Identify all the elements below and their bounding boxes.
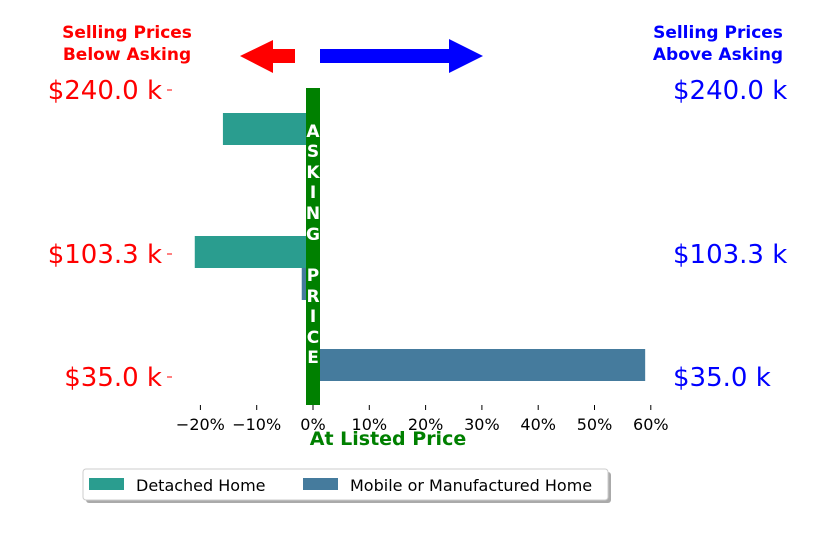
- legend-label-mobile: Mobile or Manufactured Home: [350, 476, 592, 495]
- legend-swatch-detached: [89, 478, 124, 490]
- right-arrow-icon: [320, 39, 483, 73]
- x-tick-label: −10%: [232, 415, 281, 434]
- x-tick-label: 10%: [352, 415, 388, 434]
- asking-label-letter: R: [306, 287, 319, 307]
- asking-label-letter: E: [307, 348, 319, 368]
- y-label-left: $35.0 k: [64, 363, 162, 393]
- legend-swatch-mobile: [303, 478, 338, 490]
- header-above-asking-line2: Above Asking: [653, 45, 783, 65]
- x-axis-title: At Listed Price: [310, 428, 466, 450]
- asking-label-letter: A: [306, 122, 320, 142]
- x-tick-label: 50%: [577, 415, 613, 434]
- y-label-right: $35.0 k: [673, 363, 771, 393]
- asking-label-letter: G: [306, 225, 320, 245]
- asking-label-letter: P: [307, 266, 319, 286]
- y-label-left: $103.3 k: [48, 240, 162, 270]
- asking-label-letter: S: [307, 142, 319, 162]
- bar-detached-0: [222, 113, 313, 145]
- x-tick-label: 40%: [520, 415, 556, 434]
- x-tick-label: 60%: [633, 415, 669, 434]
- y-label-right: $240.0 k: [673, 76, 787, 106]
- y-axis-labels: $240.0 k $240.0 k $103.3 k $103.3 k $35.0 k $…: [48, 76, 788, 393]
- bar-detached-1: [194, 236, 313, 268]
- y-label-right: $103.3 k: [673, 240, 787, 270]
- asking-label-letter: N: [306, 204, 320, 224]
- header-above-asking-line1: Selling Prices: [653, 23, 783, 43]
- asking-price-band: [306, 88, 320, 405]
- legend: Detached Home Mobile or Manufactured Hom…: [82, 468, 611, 503]
- bar-mobile-2: [313, 349, 646, 381]
- legend-label-detached: Detached Home: [136, 476, 266, 495]
- x-tick-label: 20%: [408, 415, 444, 434]
- left-arrow-icon: [240, 40, 295, 73]
- asking-label-letter: K: [306, 163, 320, 183]
- bars-layer: [194, 113, 646, 381]
- asking-label-letter: I: [310, 307, 316, 327]
- x-axis: −20% −10% 0% 10% 20% 30% 40% 50% 60%: [176, 405, 669, 434]
- asking-label-letter: I: [310, 183, 316, 203]
- header-below-asking-line1: Selling Prices: [62, 23, 192, 43]
- x-tick-label: 30%: [464, 415, 500, 434]
- x-tick-label: −20%: [176, 415, 225, 434]
- header-below-asking-line2: Below Asking: [63, 45, 191, 65]
- x-tick-label: 0%: [300, 415, 325, 434]
- y-label-left: $240.0 k: [48, 76, 162, 106]
- asking-label-letter: C: [307, 328, 319, 348]
